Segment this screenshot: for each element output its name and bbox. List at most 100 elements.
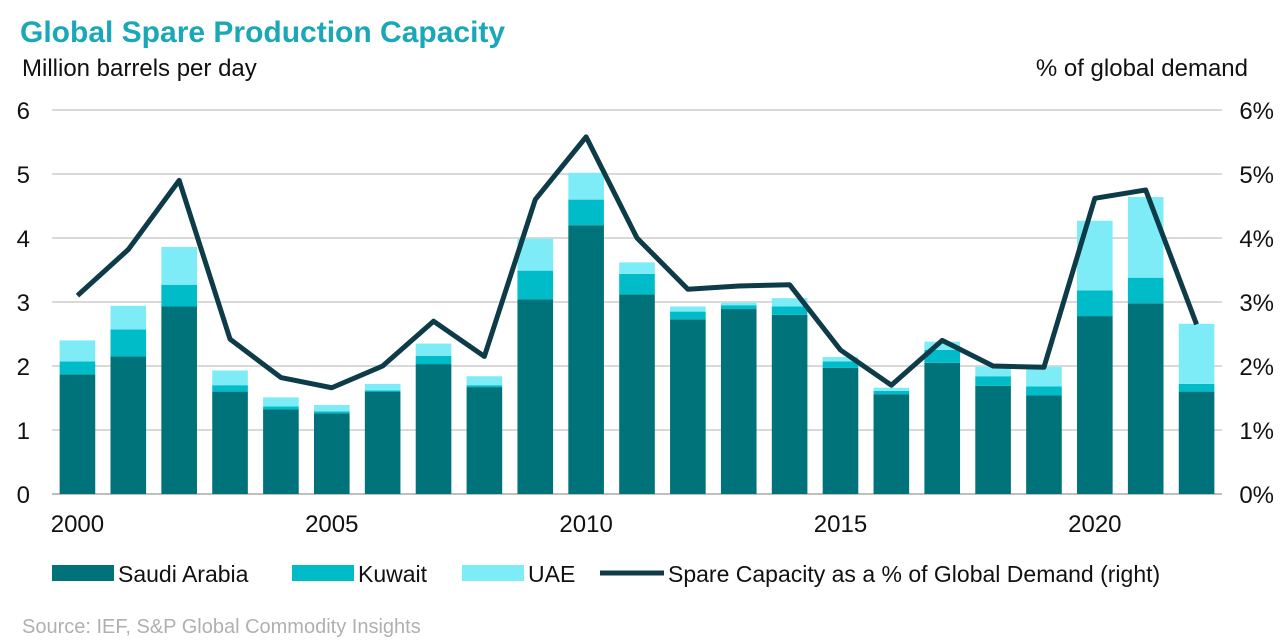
legend-swatch-uae — [462, 565, 524, 581]
bar-saudi-arabia — [720, 309, 757, 494]
bar-saudi-arabia — [59, 374, 96, 494]
y-tick-label-right: 2% — [1239, 354, 1274, 381]
legend-label-spare-capacity-as-a-of-global-demand-right-: Spare Capacity as a % of Global Demand (… — [668, 561, 1160, 587]
bar-saudi-arabia — [822, 367, 859, 494]
spare-capacity-line — [75, 134, 1199, 391]
bar-kuwait — [822, 361, 859, 368]
bar-saudi-arabia — [873, 394, 910, 494]
bar-kuwait — [161, 284, 197, 307]
bar-kuwait — [924, 350, 961, 363]
bar-kuwait — [568, 199, 604, 226]
bar-saudi-arabia — [924, 362, 961, 494]
x-tick-label: 2015 — [814, 511, 867, 538]
line-series — [75, 134, 1199, 391]
bar-kuwait — [1178, 383, 1215, 392]
bar-kuwait — [1026, 386, 1062, 396]
bar-uae — [59, 340, 96, 362]
bars — [59, 172, 1215, 494]
bar-uae — [873, 387, 910, 391]
y-tick-label-right: 4% — [1239, 226, 1274, 253]
y-tick-label-left: 1 — [17, 418, 30, 445]
bar-uae — [924, 341, 961, 350]
bar-saudi-arabia — [1026, 395, 1062, 494]
y-tick-label-right: 0% — [1239, 482, 1274, 509]
legend-swatch-kuwait — [292, 565, 354, 581]
bar-kuwait — [313, 411, 350, 414]
y-tick-label-left: 2 — [17, 354, 30, 381]
chart-title: Global Spare Production Capacity — [20, 16, 505, 49]
x-tick-label: 2005 — [305, 511, 358, 538]
y-tick-label-right: 6% — [1239, 98, 1274, 125]
bar-uae — [313, 405, 350, 412]
y-tick-label-left: 0 — [17, 482, 30, 509]
bar-saudi-arabia — [1077, 316, 1113, 494]
bar-uae — [1026, 366, 1062, 387]
legend-label-uae: UAE — [528, 561, 575, 587]
bar-saudi-arabia — [771, 314, 808, 494]
bar-saudi-arabia — [975, 385, 1011, 494]
bar-uae — [364, 383, 401, 391]
bar-kuwait — [771, 306, 808, 315]
bar-kuwait — [975, 376, 1011, 386]
bar-saudi-arabia — [1127, 303, 1164, 494]
bar-kuwait — [873, 390, 910, 395]
bar-kuwait — [110, 329, 147, 357]
right-axis-ticks: 0% 1% 2% 3% 4% 5% 6% — [1239, 98, 1274, 509]
bar-saudi-arabia — [568, 225, 604, 494]
bar-kuwait — [466, 385, 503, 388]
bar-uae — [975, 366, 1011, 377]
y-tick-label-right: 3% — [1239, 290, 1274, 317]
bar-kuwait — [212, 385, 248, 392]
bar-uae — [822, 357, 859, 362]
bar-saudi-arabia — [619, 294, 655, 494]
y-tick-label-left: 3 — [17, 290, 30, 317]
legend-swatch-saudi-arabia — [52, 565, 114, 581]
bar-kuwait — [720, 305, 757, 310]
bar-saudi-arabia — [313, 413, 350, 494]
bar-uae — [415, 343, 452, 356]
bar-saudi-arabia — [670, 319, 706, 494]
bar-uae — [110, 305, 147, 330]
bar-kuwait — [619, 273, 655, 295]
y-tick-label-right: 1% — [1239, 418, 1274, 445]
bar-saudi-arabia — [466, 387, 503, 494]
y-tick-label-left: 6 — [17, 98, 30, 125]
bar-kuwait — [517, 270, 554, 300]
bar-kuwait — [1077, 290, 1113, 317]
bar-kuwait — [670, 311, 706, 320]
x-tick-label: 2020 — [1068, 511, 1121, 538]
bar-saudi-arabia — [263, 409, 299, 494]
bar-uae — [161, 246, 197, 285]
bar-kuwait — [1127, 277, 1164, 304]
bar-uae — [568, 172, 604, 200]
bar-kuwait — [263, 406, 299, 410]
y-tick-label-left: 4 — [17, 226, 30, 253]
bar-saudi-arabia — [110, 356, 147, 494]
bar-saudi-arabia — [212, 391, 248, 494]
y-tick-label-right: 5% — [1239, 162, 1274, 189]
bar-kuwait — [415, 355, 452, 365]
bar-saudi-arabia — [517, 299, 554, 494]
bar-uae — [771, 298, 808, 307]
bar-saudi-arabia — [364, 391, 401, 494]
bar-uae — [1178, 323, 1215, 384]
bar-kuwait — [59, 361, 96, 375]
x-tick-label: 2010 — [559, 511, 612, 538]
y-tick-label-left: 5 — [17, 162, 30, 189]
bar-kuwait — [364, 390, 401, 392]
legend-label-kuwait: Kuwait — [358, 561, 428, 587]
bar-uae — [670, 306, 706, 312]
right-axis-title: % of global demand — [1036, 55, 1248, 82]
legend-label-saudi-arabia: Saudi Arabia — [118, 561, 249, 587]
x-tick-label: 2000 — [51, 511, 104, 538]
bar-saudi-arabia — [1178, 391, 1215, 494]
bar-uae — [619, 262, 655, 274]
x-axis-ticks: 2000 2005 2010 2015 2020 — [51, 511, 1122, 538]
left-axis-title: Million barrels per day — [22, 55, 257, 82]
bar-saudi-arabia — [415, 364, 452, 494]
bar-uae — [466, 376, 503, 386]
bar-saudi-arabia — [161, 306, 197, 494]
left-axis-ticks: 0 1 2 3 4 5 6 — [17, 98, 30, 509]
bar-uae — [263, 397, 299, 407]
